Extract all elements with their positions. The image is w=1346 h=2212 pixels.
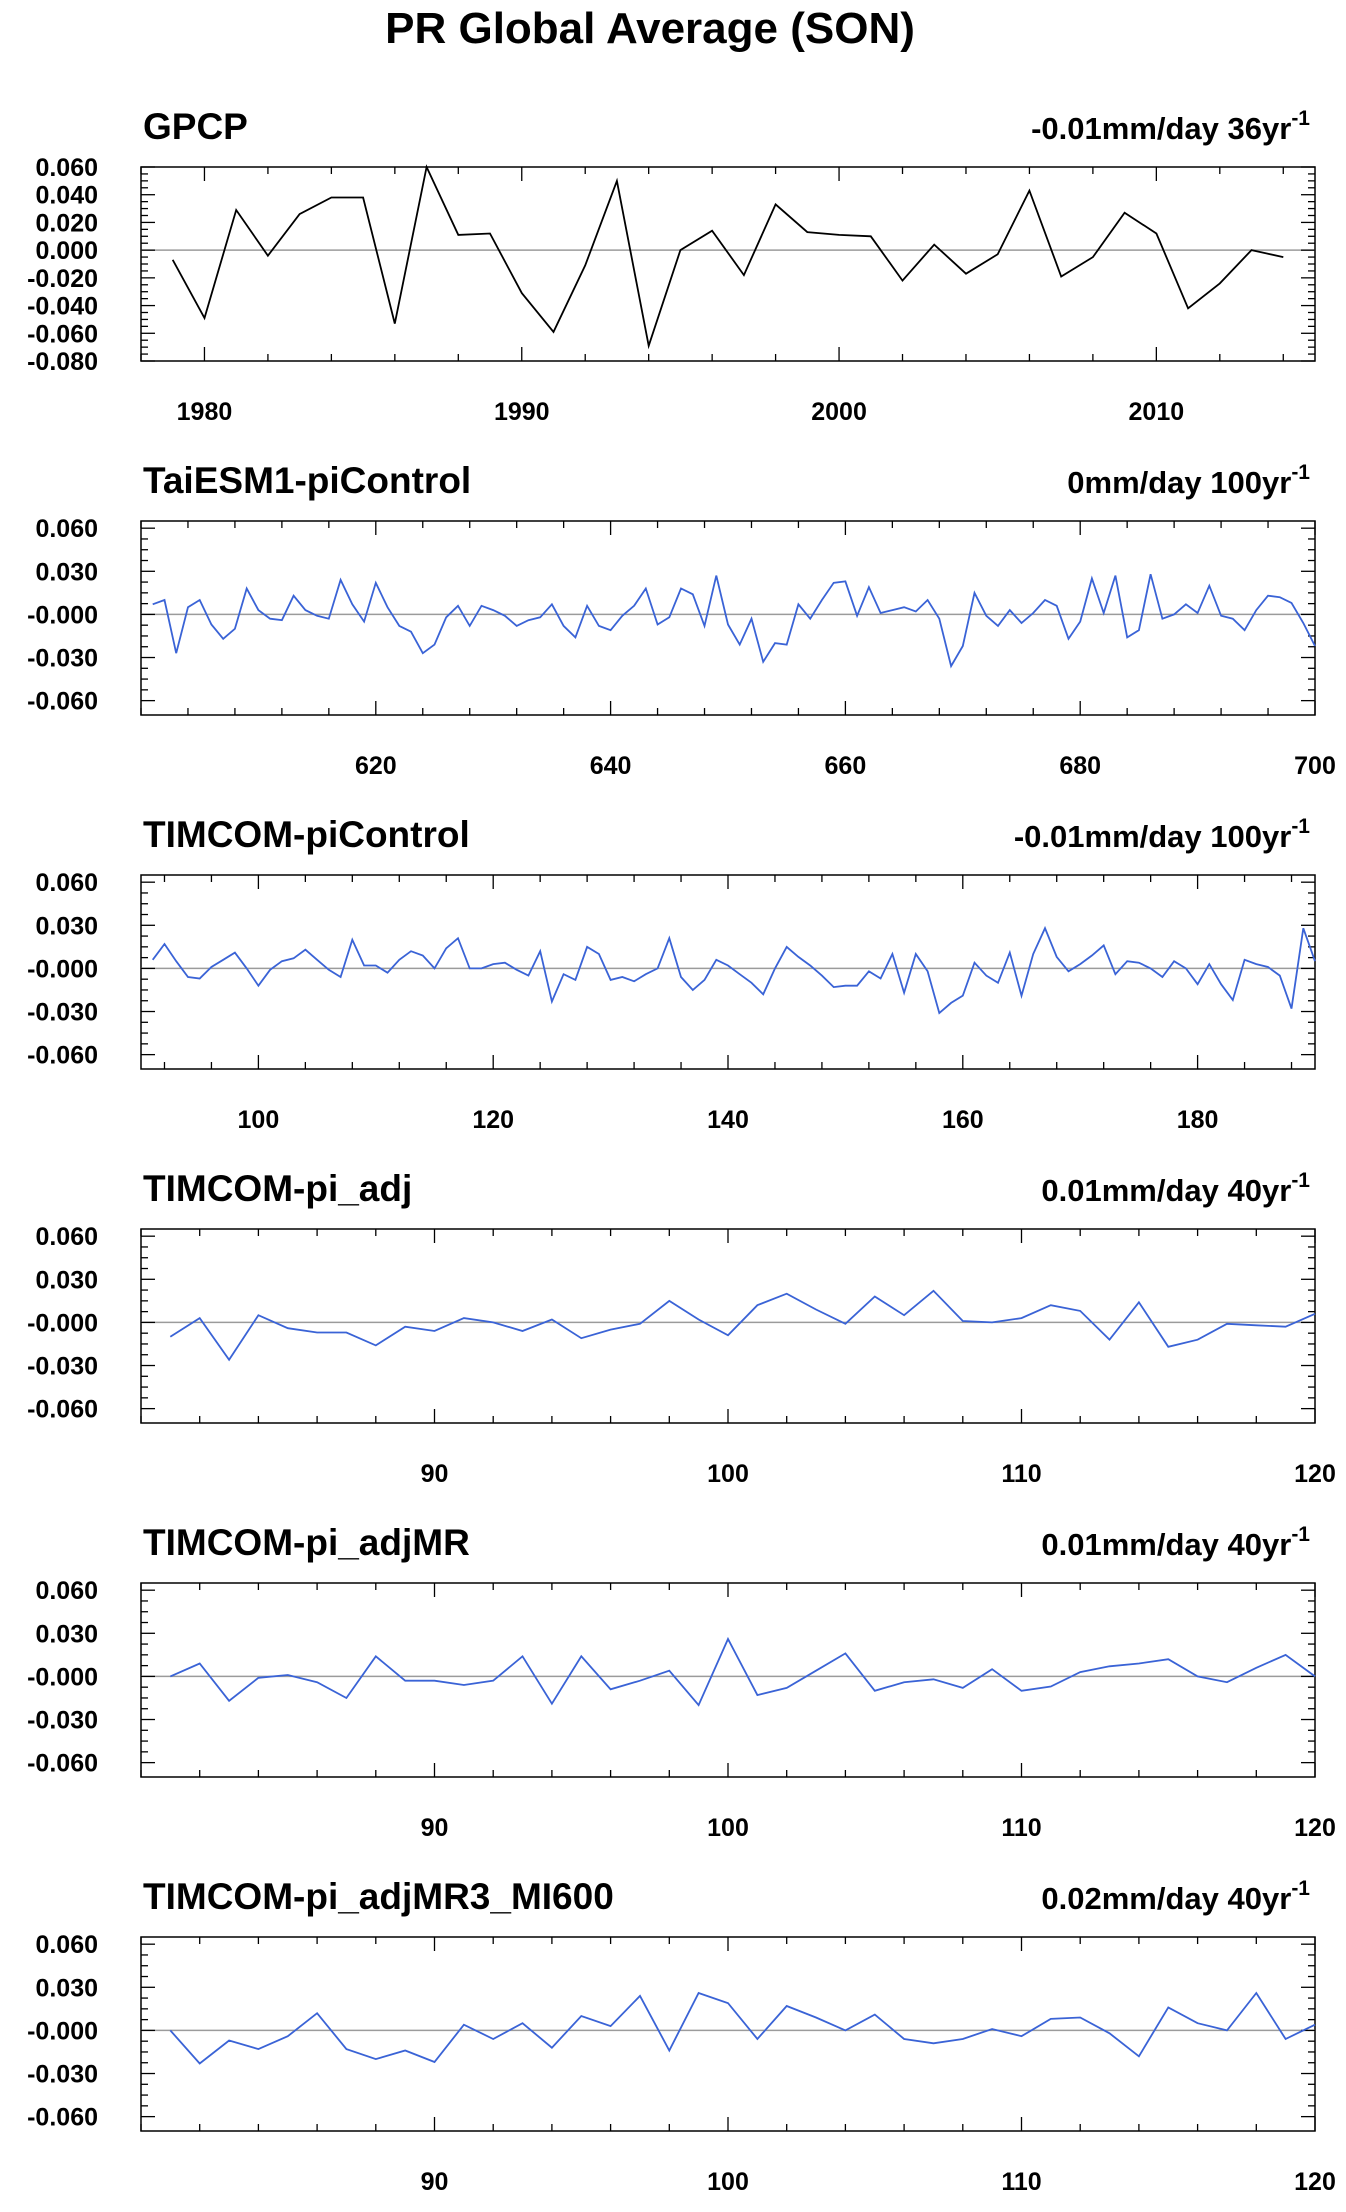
plot-frame [140,1582,1316,1778]
panel-title: TIMCOM-pi_adjMR [143,1522,470,1563]
trend-label: 0.01mm/day 40yr-1 [1041,1169,1310,1208]
series-line [169,1991,1316,2065]
trend-label: -0.01mm/day 36yr-1 [1031,107,1310,146]
trend-exponent: -1 [1291,815,1310,838]
plot-frame [140,1228,1316,1424]
x-tick-label: 180 [1177,1106,1219,1134]
x-tick-label: 680 [1059,752,1101,780]
x-tick-label: 100 [238,1106,280,1134]
panel-1: TaiESM1-piControl 0mm/day 100yr-1 0.060 0.0… [27,460,1336,780]
y-tick-label: 0.030 [35,558,98,586]
y-tick-label: -0.000 [27,1663,98,1691]
figure-title: PR Global Average (SON) [385,4,915,53]
y-tick-label: 0.030 [35,1974,98,2002]
panel-title: TIMCOM-piControl [143,814,470,855]
x-tick-label: 700 [1294,752,1336,780]
plot-frame [140,166,1316,362]
panel-title: TIMCOM-pi_adj [143,1168,412,1209]
panel-title: GPCP [143,106,248,147]
y-tick-label: -0.080 [27,348,98,376]
x-tick-label: 120 [1294,1814,1336,1842]
panel-5: TIMCOM-pi_adjMR3_MI600 0.02mm/day 40yr-1 0… [27,1876,1336,2196]
x-tick-label: 120 [1294,1460,1336,1488]
y-tick-label: -0.000 [27,1309,98,1337]
y-tick-label: -0.030 [27,2061,98,2089]
y-tick-label: 0.030 [35,1266,98,1294]
series-line [151,925,1316,1015]
y-tick-label: -0.060 [27,1042,98,1070]
series-line [152,573,1316,669]
y-tick-label: -0.030 [27,1353,98,1381]
x-tick-label: 90 [421,2168,449,2196]
y-tick-label: -0.060 [27,320,98,348]
x-tick-label: 1980 [177,398,233,426]
y-tick-label: -0.000 [27,2017,98,2045]
y-tick-label: -0.040 [27,293,98,321]
y-tick-label: 0.000 [35,237,98,265]
y-tick-label: 0.060 [35,869,98,897]
trend-label: 0.01mm/day 40yr-1 [1041,1523,1310,1562]
series-line [171,164,1284,350]
x-tick-label: 640 [590,752,632,780]
panels-container: GPCP -0.01mm/day 36yr-10.0600.0400.0200.0… [27,106,1336,2196]
y-tick-label: -0.060 [27,1396,98,1424]
y-tick-label: 0.040 [35,182,98,210]
series-line [169,1636,1316,1707]
x-tick-label: 620 [355,752,397,780]
x-tick-label: 100 [707,1460,749,1488]
panel-2: TIMCOM-piControl -0.01mm/day 100yr-1 0.060… [27,814,1316,1134]
x-tick-label: 120 [472,1106,514,1134]
y-tick-label: 0.060 [35,515,98,543]
x-tick-label: 120 [1294,2168,1336,2196]
x-tick-label: 90 [421,1814,449,1842]
trend-exponent: -1 [1291,461,1310,484]
trend-label: -0.01mm/day 100yr-1 [1014,815,1310,854]
x-tick-label: 100 [707,1814,749,1842]
trend-exponent: -1 [1291,1169,1310,1192]
y-tick-label: 0.030 [35,1620,98,1648]
panel-3: TIMCOM-pi_adj 0.01mm/day 40yr-1 0.060 0.030… [27,1168,1336,1488]
panel-title: TaiESM1-piControl [143,460,471,501]
y-tick-label: 0.060 [35,154,98,182]
x-tick-label: 2000 [811,398,867,426]
trend-exponent: -1 [1291,1877,1310,1900]
y-tick-label: 0.020 [35,209,98,237]
x-tick-label: 160 [942,1106,984,1134]
y-tick-label: -0.060 [27,2104,98,2132]
plot-frame [140,874,1316,1070]
trend-label: 0.02mm/day 40yr-1 [1041,1877,1310,1916]
x-tick-label: 110 [1001,1460,1041,1488]
x-tick-label: 100 [707,2168,749,2196]
panel-0: GPCP -0.01mm/day 36yr-1 0.0600.0400.0200.0… [27,106,1316,426]
y-tick-label: 0.030 [35,912,98,940]
y-tick-label: 0.060 [35,1931,98,1959]
y-tick-label: 0.060 [35,1577,98,1605]
x-tick-label: 2010 [1129,398,1185,426]
x-tick-label: 140 [707,1106,749,1134]
panel-title: TIMCOM-pi_adjMR3_MI600 [143,1876,614,1917]
y-tick-label: -0.060 [27,688,98,716]
y-tick-label: -0.030 [27,999,98,1027]
panel-4: TIMCOM-pi_adjMR 0.01mm/day 40yr-1 0.060 0.0… [27,1522,1336,1842]
y-tick-label: -0.030 [27,1707,98,1735]
trend-label: 0mm/day 100yr-1 [1067,461,1310,500]
x-tick-label: 110 [1001,1814,1041,1842]
x-tick-label: 90 [421,1460,449,1488]
y-tick-label: -0.030 [27,645,98,673]
trend-exponent: -1 [1291,1523,1310,1546]
y-tick-label: -0.020 [27,265,98,293]
x-tick-label: 110 [1001,2168,1041,2196]
plot-frame [140,520,1316,716]
x-tick-label: 660 [825,752,867,780]
plot-frame [140,1936,1316,2132]
trend-exponent: -1 [1291,107,1310,130]
series-line [169,1289,1316,1362]
y-tick-label: -0.060 [27,1750,98,1778]
y-tick-label: -0.000 [27,601,98,629]
x-tick-label: 1990 [494,398,550,426]
y-tick-label: -0.000 [27,955,98,983]
y-tick-label: 0.060 [35,1223,98,1251]
